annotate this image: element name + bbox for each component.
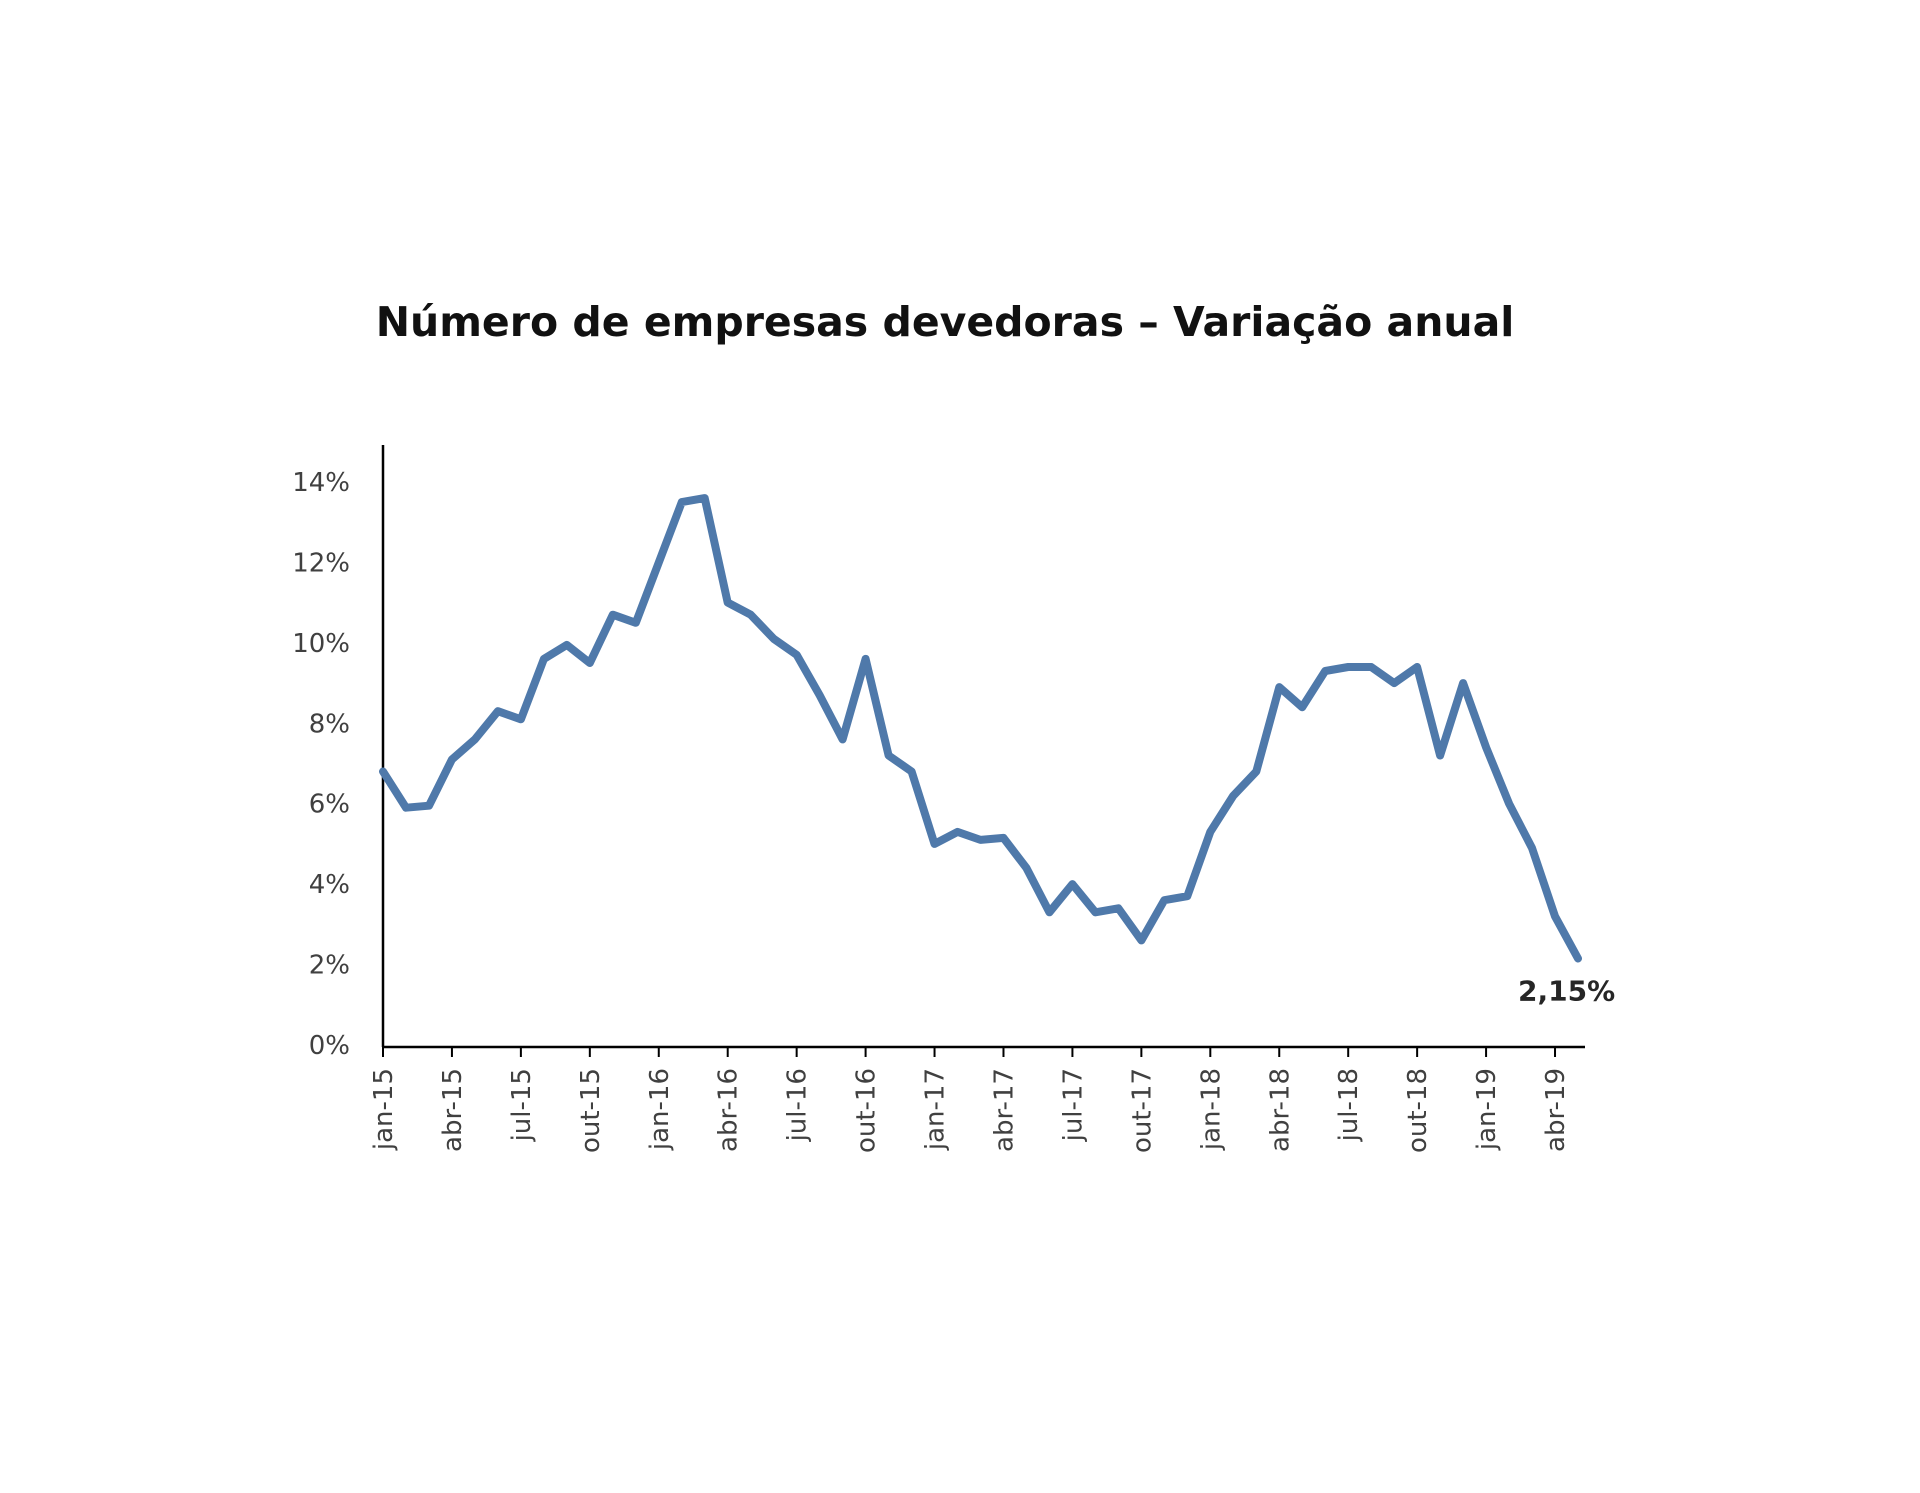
y-axis: 0% 2% 4% 6% 8% 10% 12% 14% (292, 445, 385, 1061)
x-tick-label: jul-18 (1334, 1068, 1364, 1142)
x-tick-label: abr-19 (1541, 1068, 1571, 1152)
x-tick-label: jul-16 (783, 1068, 813, 1142)
x-tick-label: jan-17 (921, 1068, 951, 1151)
end-value-label: 2,15% (1518, 975, 1615, 1008)
series-line (379, 494, 1582, 963)
data-labels: 2,15% (1518, 975, 1615, 1008)
x-tick-label: jan-15 (369, 1068, 399, 1151)
x-tick-label: jul-17 (1058, 1068, 1088, 1142)
chart-title: Número de empresas devedoras – Variação … (375, 298, 1515, 346)
series-group (379, 494, 1582, 963)
y-tick-label: 0% (309, 1031, 350, 1061)
x-tick-label: jan-16 (645, 1068, 675, 1151)
x-tick-label: out-16 (852, 1068, 882, 1153)
y-tick-label: 6% (309, 790, 350, 820)
y-tick-label: 4% (309, 870, 350, 900)
y-tick-label: 12% (292, 548, 350, 578)
x-tick-label: jul-15 (507, 1068, 537, 1142)
x-tick-label: out-18 (1403, 1068, 1433, 1153)
x-axis: jan-15 abr-15 jul-15 out-15 jan-16 abr-16 jul-… (369, 1045, 1585, 1153)
x-tick-label: abr-18 (1265, 1068, 1295, 1152)
x-tick-label: out-15 (576, 1068, 606, 1153)
y-tick-label: 8% (309, 709, 350, 739)
y-tick-label: 10% (292, 629, 350, 659)
x-tick-label: jan-18 (1196, 1068, 1226, 1151)
x-tick-label: out-17 (1127, 1068, 1157, 1153)
x-tick-label: jan-19 (1472, 1068, 1502, 1151)
y-tick-label: 2% (309, 951, 350, 981)
y-tick-label: 14% (292, 468, 350, 498)
x-tick-label: abr-17 (989, 1068, 1019, 1152)
x-tick-label: abr-16 (714, 1068, 744, 1152)
x-tick-label: abr-15 (438, 1068, 468, 1152)
